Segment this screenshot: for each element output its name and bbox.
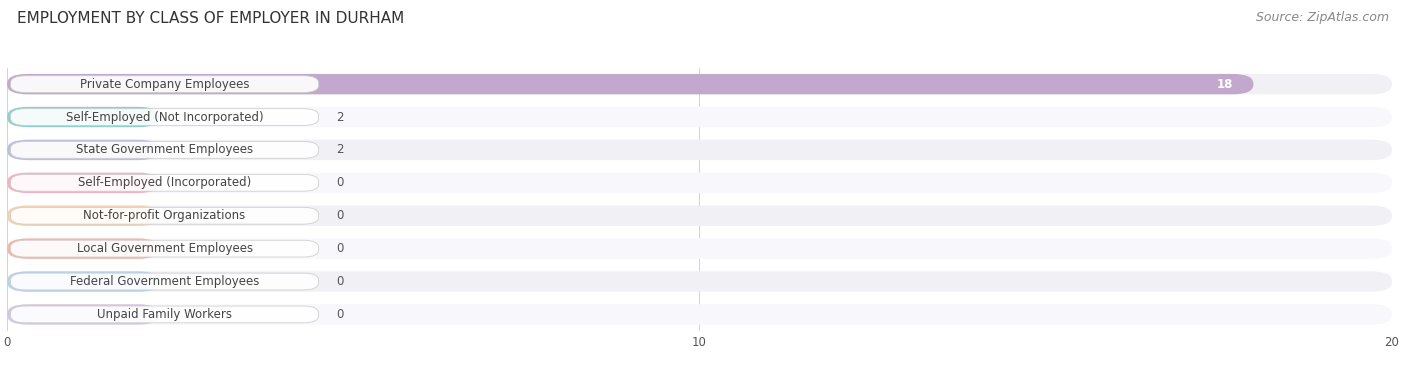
FancyBboxPatch shape [7,206,1392,226]
Text: 0: 0 [336,308,343,321]
FancyBboxPatch shape [10,76,319,92]
FancyBboxPatch shape [7,304,1392,324]
Text: Private Company Employees: Private Company Employees [80,77,249,91]
FancyBboxPatch shape [7,74,1392,94]
FancyBboxPatch shape [10,141,319,158]
FancyBboxPatch shape [7,304,159,324]
FancyBboxPatch shape [7,140,159,160]
Text: Federal Government Employees: Federal Government Employees [70,275,259,288]
FancyBboxPatch shape [10,174,319,191]
Text: 0: 0 [336,176,343,190]
Text: 2: 2 [336,111,343,124]
FancyBboxPatch shape [10,109,319,126]
FancyBboxPatch shape [10,273,319,290]
FancyBboxPatch shape [7,140,1392,160]
FancyBboxPatch shape [7,238,1392,259]
Text: Local Government Employees: Local Government Employees [76,242,253,255]
Text: EMPLOYMENT BY CLASS OF EMPLOYER IN DURHAM: EMPLOYMENT BY CLASS OF EMPLOYER IN DURHA… [17,11,404,26]
FancyBboxPatch shape [7,271,1392,292]
Text: 2: 2 [336,143,343,156]
FancyBboxPatch shape [7,238,159,259]
Text: 0: 0 [336,209,343,222]
Text: State Government Employees: State Government Employees [76,143,253,156]
FancyBboxPatch shape [7,107,1392,127]
Text: 0: 0 [336,242,343,255]
FancyBboxPatch shape [10,306,319,323]
FancyBboxPatch shape [7,271,159,292]
FancyBboxPatch shape [7,173,1392,193]
FancyBboxPatch shape [10,207,319,224]
FancyBboxPatch shape [7,107,159,127]
FancyBboxPatch shape [7,206,159,226]
Text: Not-for-profit Organizations: Not-for-profit Organizations [83,209,246,222]
FancyBboxPatch shape [7,173,159,193]
Text: 18: 18 [1216,77,1233,91]
Text: Self-Employed (Not Incorporated): Self-Employed (Not Incorporated) [66,111,263,124]
FancyBboxPatch shape [7,74,1254,94]
Text: Source: ZipAtlas.com: Source: ZipAtlas.com [1256,11,1389,24]
FancyBboxPatch shape [10,240,319,257]
Text: Self-Employed (Incorporated): Self-Employed (Incorporated) [77,176,252,190]
Text: Unpaid Family Workers: Unpaid Family Workers [97,308,232,321]
Text: 0: 0 [336,275,343,288]
